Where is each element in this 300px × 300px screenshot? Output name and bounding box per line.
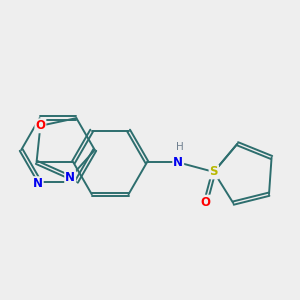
Text: H: H <box>176 142 184 152</box>
Text: N: N <box>33 177 43 190</box>
Text: O: O <box>35 119 45 132</box>
Text: N: N <box>65 171 75 184</box>
Text: N: N <box>173 156 183 169</box>
Text: S: S <box>209 165 218 178</box>
Text: O: O <box>201 196 211 208</box>
